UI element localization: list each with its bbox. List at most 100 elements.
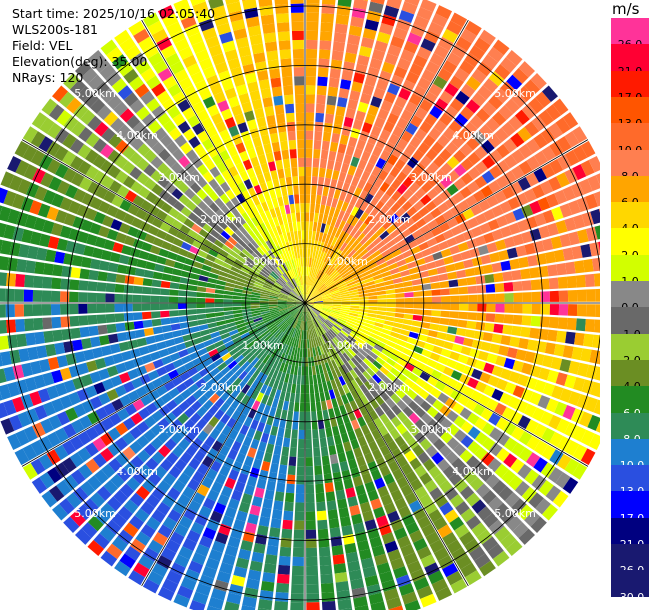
radar-gate xyxy=(356,139,367,151)
radar-gate xyxy=(296,121,305,131)
radar-gate xyxy=(157,417,170,430)
radar-gate xyxy=(347,430,357,441)
radar-gate xyxy=(298,285,303,295)
radar-gate xyxy=(383,344,394,353)
radar-gate xyxy=(545,104,562,121)
radar-gate xyxy=(445,141,459,155)
radar-gate xyxy=(398,87,412,101)
radar-gate xyxy=(468,303,478,312)
radar-gate xyxy=(403,552,419,566)
radar-gate xyxy=(18,348,30,363)
radar-gate xyxy=(492,39,510,56)
radar-gate xyxy=(172,113,186,127)
radar-gate xyxy=(100,550,118,567)
radar-gate xyxy=(242,0,257,10)
radar-gate xyxy=(241,303,251,307)
radar-gate xyxy=(0,222,7,238)
radar-gate xyxy=(477,244,489,256)
radar-gate xyxy=(269,68,281,79)
radar-gate xyxy=(211,262,222,271)
radar-gate xyxy=(428,127,442,141)
radar-gate xyxy=(268,218,276,229)
radar-gate xyxy=(274,408,282,419)
radar-gate xyxy=(319,287,328,294)
radar-gate xyxy=(550,356,563,370)
radar-gate xyxy=(175,342,187,352)
radar-gate xyxy=(313,305,323,310)
radar-gate xyxy=(319,261,326,271)
radar-gate xyxy=(291,574,304,585)
radar-gate xyxy=(78,292,88,303)
radar-gate xyxy=(159,134,173,148)
radar-gate xyxy=(343,441,353,452)
radar-gate xyxy=(368,336,378,344)
radar-gate xyxy=(324,482,334,493)
radar-gate xyxy=(485,283,496,293)
radar-gate xyxy=(367,173,378,185)
radar-gate xyxy=(87,74,104,91)
radar-gate xyxy=(465,194,478,207)
radar-gate xyxy=(179,224,191,235)
radar-gate xyxy=(568,200,581,215)
radar-gate xyxy=(168,127,182,141)
radar-gate xyxy=(361,122,373,134)
radar-gate xyxy=(287,305,297,310)
radar-gate xyxy=(22,444,38,461)
radar-gate xyxy=(283,314,292,322)
radar-gate xyxy=(201,117,214,130)
radar-gate xyxy=(143,429,157,442)
radar-gate xyxy=(235,557,250,570)
radar-gate xyxy=(287,281,295,289)
radar-gate xyxy=(388,460,400,473)
radar-gate xyxy=(311,319,316,329)
radar-gate xyxy=(434,338,446,348)
radar-gate xyxy=(449,516,465,531)
radar-gate xyxy=(293,529,305,539)
radar-gate xyxy=(306,330,309,340)
radar-gate xyxy=(341,125,352,137)
radar-gate xyxy=(116,332,128,342)
radar-gate xyxy=(525,419,539,434)
radar-gate xyxy=(390,74,404,88)
radar-gate xyxy=(329,328,337,337)
radar-gate xyxy=(453,178,467,191)
radar-gate xyxy=(338,607,353,610)
radar-gate xyxy=(296,300,305,303)
radar-gate xyxy=(118,341,130,352)
radar-gate xyxy=(425,60,441,75)
radar-gate xyxy=(167,251,178,261)
radar-gate xyxy=(431,226,443,237)
radar-gate xyxy=(334,238,342,248)
radar-gate xyxy=(191,552,207,566)
radar-gate xyxy=(232,262,242,270)
radar-gate xyxy=(356,351,366,361)
radar-gate xyxy=(362,0,369,1)
radar-gate xyxy=(253,52,266,64)
radar-gate xyxy=(415,339,426,349)
radar-gate xyxy=(503,282,514,292)
radar-gate xyxy=(291,318,297,328)
radar-gate xyxy=(514,481,530,497)
radar-gate xyxy=(297,286,302,295)
radar-gate xyxy=(295,356,300,367)
radar-gate xyxy=(382,324,393,331)
radar-gate xyxy=(313,356,318,366)
radar-gate xyxy=(413,200,425,212)
radar-gate xyxy=(197,200,209,212)
radar-gate xyxy=(143,178,157,191)
radar-gate xyxy=(398,9,415,23)
radar-gate xyxy=(0,240,12,255)
radar-gate xyxy=(316,410,323,421)
radar-gate xyxy=(23,289,34,302)
radar-gate xyxy=(370,469,382,481)
radar-gate xyxy=(253,348,263,357)
radar-gate xyxy=(431,303,442,310)
radar-gate xyxy=(178,515,193,529)
radar-gate xyxy=(377,485,390,498)
radar-gate xyxy=(306,311,310,321)
radar-gate xyxy=(332,123,342,135)
radar-gate xyxy=(391,404,402,416)
colorbar-swatch xyxy=(611,386,649,413)
radar-gate xyxy=(305,166,312,177)
radar-gate xyxy=(522,303,532,314)
